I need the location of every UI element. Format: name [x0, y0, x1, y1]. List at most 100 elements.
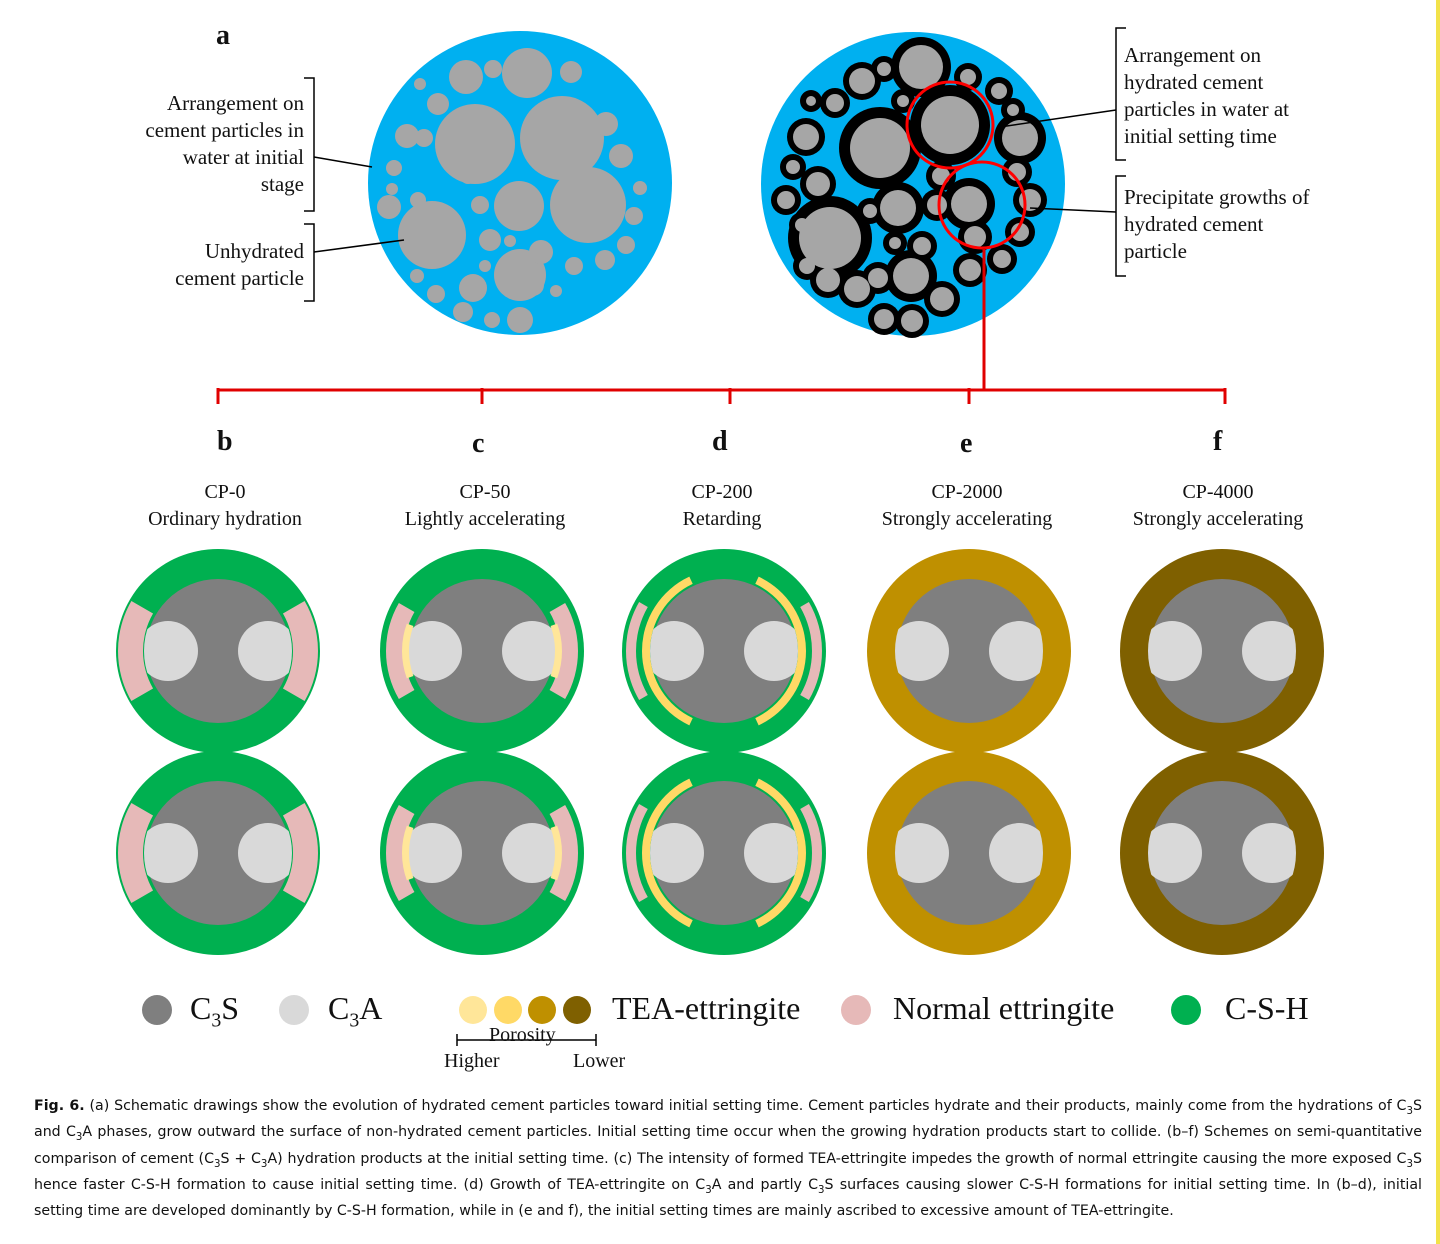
- cement-particle-scheme: [116, 549, 320, 753]
- c3a-phase-left: [1148, 621, 1202, 681]
- leader-hydrated-arrangement: [999, 109, 1117, 128]
- legend-tea-swatch-3: [528, 996, 556, 1024]
- panel-title-line: CP-0: [204, 481, 246, 503]
- legend-tea-swatch-4: [563, 996, 591, 1024]
- unhydrated-particle: [565, 257, 583, 275]
- c3s-core: [146, 781, 290, 925]
- normal-ettringite-right: [800, 804, 822, 902]
- unhydrated-particle: [550, 167, 626, 243]
- hydrated-particle-core: [899, 45, 943, 89]
- unhydrated-particle: [502, 48, 552, 98]
- panel-title-line: CP-4000: [1182, 481, 1254, 503]
- c3a-phase-right: [502, 621, 556, 681]
- c3a-phase-right: [744, 823, 798, 883]
- label-unhydrated-particle: Unhydrated cement particle: [120, 238, 304, 292]
- c3a-phase-left: [650, 621, 704, 681]
- hydrated-particle-core: [964, 226, 986, 248]
- porosity-label: Porosity: [489, 1024, 556, 1046]
- normal-ettringite-left: [626, 804, 648, 902]
- unhydrated-particle: [494, 249, 546, 301]
- highlight-ring-1: [905, 80, 995, 170]
- c3a-phase-right: [989, 621, 1043, 681]
- unhydrated-particle: [520, 96, 604, 180]
- hydrated-particle-core: [951, 186, 987, 222]
- legend-tea-swatch-1: [459, 996, 487, 1024]
- c3s-core: [652, 579, 796, 723]
- hydrated-particle-core: [932, 167, 950, 185]
- bracket-precipitate: [1115, 175, 1126, 277]
- label-line: hydrated cement: [1124, 70, 1264, 94]
- panel-title-line: Strongly accelerating: [881, 508, 1053, 530]
- c3a-phase-right: [502, 823, 556, 883]
- unhydrated-particle: [398, 201, 466, 269]
- legend-c3s-label: C3S: [190, 990, 239, 1032]
- panel-letter-f: f: [1213, 426, 1223, 457]
- panel-letter-c: c: [472, 428, 485, 459]
- hydrated-particle-core: [1011, 223, 1029, 241]
- hydrated-particle-core: [991, 83, 1007, 99]
- unhydrated-particle: [460, 168, 476, 184]
- c3s-core: [897, 781, 1041, 925]
- c3a-phase-left: [1148, 823, 1202, 883]
- normal-ettringite-right: [282, 803, 318, 903]
- hydrated-particle-core: [960, 69, 976, 85]
- c3a-phase-right: [238, 823, 292, 883]
- hydrated-particle-core: [893, 258, 929, 294]
- tea-ettringite-thin-right: [550, 623, 562, 679]
- c3a-phase-right: [989, 823, 1043, 883]
- c3a-phase-right: [238, 621, 292, 681]
- page-edge-stripe: [1436, 0, 1440, 1244]
- unhydrated-particle: [410, 192, 426, 208]
- c3s-core: [897, 579, 1041, 723]
- label-line: Unhydrated: [204, 239, 304, 263]
- hydrated-particle-core: [863, 204, 877, 218]
- unhydrated-particle: [550, 285, 562, 297]
- unhydrated-particle: [479, 229, 501, 251]
- unhydrated-particle: [504, 235, 516, 247]
- hydrated-particle-core: [806, 172, 830, 196]
- leader-precipitate: [1029, 207, 1117, 213]
- cement-particle-scheme: [380, 549, 584, 753]
- panel-title-line: CP-200: [691, 481, 753, 503]
- label-line: stage: [260, 172, 304, 196]
- unhydrated-particle: [594, 112, 618, 136]
- cement-particle-scheme: [1120, 549, 1324, 753]
- c3s-core: [1150, 579, 1294, 723]
- caption-text: (a) Schematic drawings show the evolutio…: [34, 1098, 1422, 1220]
- unhydrated-particle: [560, 61, 582, 83]
- c3a-phase-right: [1242, 823, 1296, 883]
- figure-canvas: a Arrangement on cement particles in wat…: [95, 20, 1324, 1072]
- panel-title-b: CP-0 Ordinary hydration: [95, 479, 355, 533]
- unhydrated-particle: [386, 160, 402, 176]
- porosity-higher-label: Higher: [444, 1050, 500, 1072]
- unhydrated-particle: [609, 144, 633, 168]
- c3a-phase-left: [650, 823, 704, 883]
- unhydrated-particle: [479, 260, 491, 272]
- hydrated-particle-core: [877, 62, 891, 76]
- legend-csh-swatch: [1171, 995, 1201, 1025]
- unhydrated-particle: [435, 104, 515, 184]
- leader-unhydrated: [313, 239, 405, 253]
- c3s-core: [652, 781, 796, 925]
- panel-title-line: Lightly accelerating: [404, 508, 566, 530]
- hydrated-particle-core: [826, 94, 844, 112]
- panel-title-line: CP-50: [459, 481, 511, 503]
- bracket-initial-arrangement: [304, 77, 315, 212]
- c3s-core: [146, 579, 290, 723]
- hydrated-particle-core: [921, 96, 979, 154]
- label-line: Arrangement on: [166, 91, 304, 115]
- legend-normal-label: Normal ettringite: [893, 990, 1115, 1026]
- unhydrated-particle: [529, 240, 553, 264]
- c3a-phase-right: [744, 621, 798, 681]
- c3a-phase-left: [408, 823, 462, 883]
- unhydrated-particle: [395, 124, 419, 148]
- hydrated-particle-core: [849, 68, 875, 94]
- panel-title-line: Ordinary hydration: [148, 508, 302, 530]
- c3a-phase-left: [895, 823, 949, 883]
- panel-title-e: CP-2000 Strongly accelerating: [837, 479, 1097, 533]
- panel-letter-e: e: [960, 428, 973, 459]
- cement-particle-scheme: [867, 751, 1071, 955]
- cement-particle-scheme: [380, 751, 584, 955]
- cement-particle-scheme: [622, 549, 826, 753]
- unhydrated-particle: [377, 195, 401, 219]
